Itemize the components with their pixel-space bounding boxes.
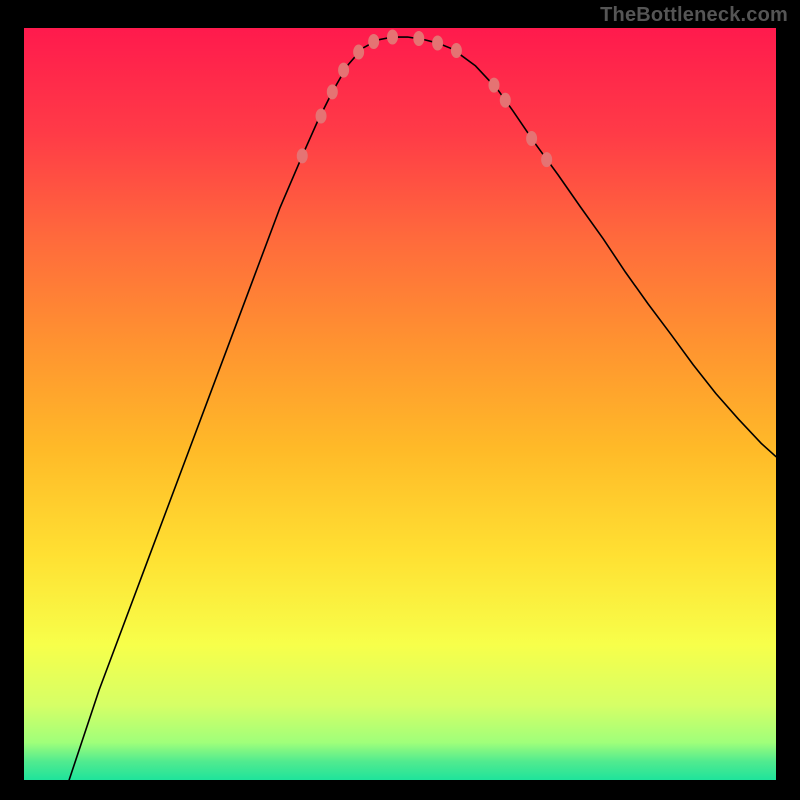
- curve-marker: [339, 63, 349, 77]
- curve-marker: [527, 132, 537, 146]
- bottleneck-curve-chart: [24, 28, 776, 780]
- chart-background: [24, 28, 776, 780]
- curve-marker: [297, 149, 307, 163]
- outer-frame: TheBottleneck.com: [0, 0, 800, 800]
- curve-marker: [327, 85, 337, 99]
- curve-marker: [387, 30, 397, 44]
- curve-marker: [451, 44, 461, 58]
- watermark-text: TheBottleneck.com: [600, 4, 788, 27]
- curve-marker: [414, 32, 424, 46]
- curve-marker: [369, 35, 379, 49]
- plot-area: [24, 28, 776, 780]
- curve-marker: [542, 153, 552, 167]
- curve-marker: [316, 109, 326, 123]
- curve-marker: [489, 78, 499, 92]
- curve-marker: [354, 45, 364, 59]
- curve-marker: [433, 36, 443, 50]
- curve-marker: [500, 93, 510, 107]
